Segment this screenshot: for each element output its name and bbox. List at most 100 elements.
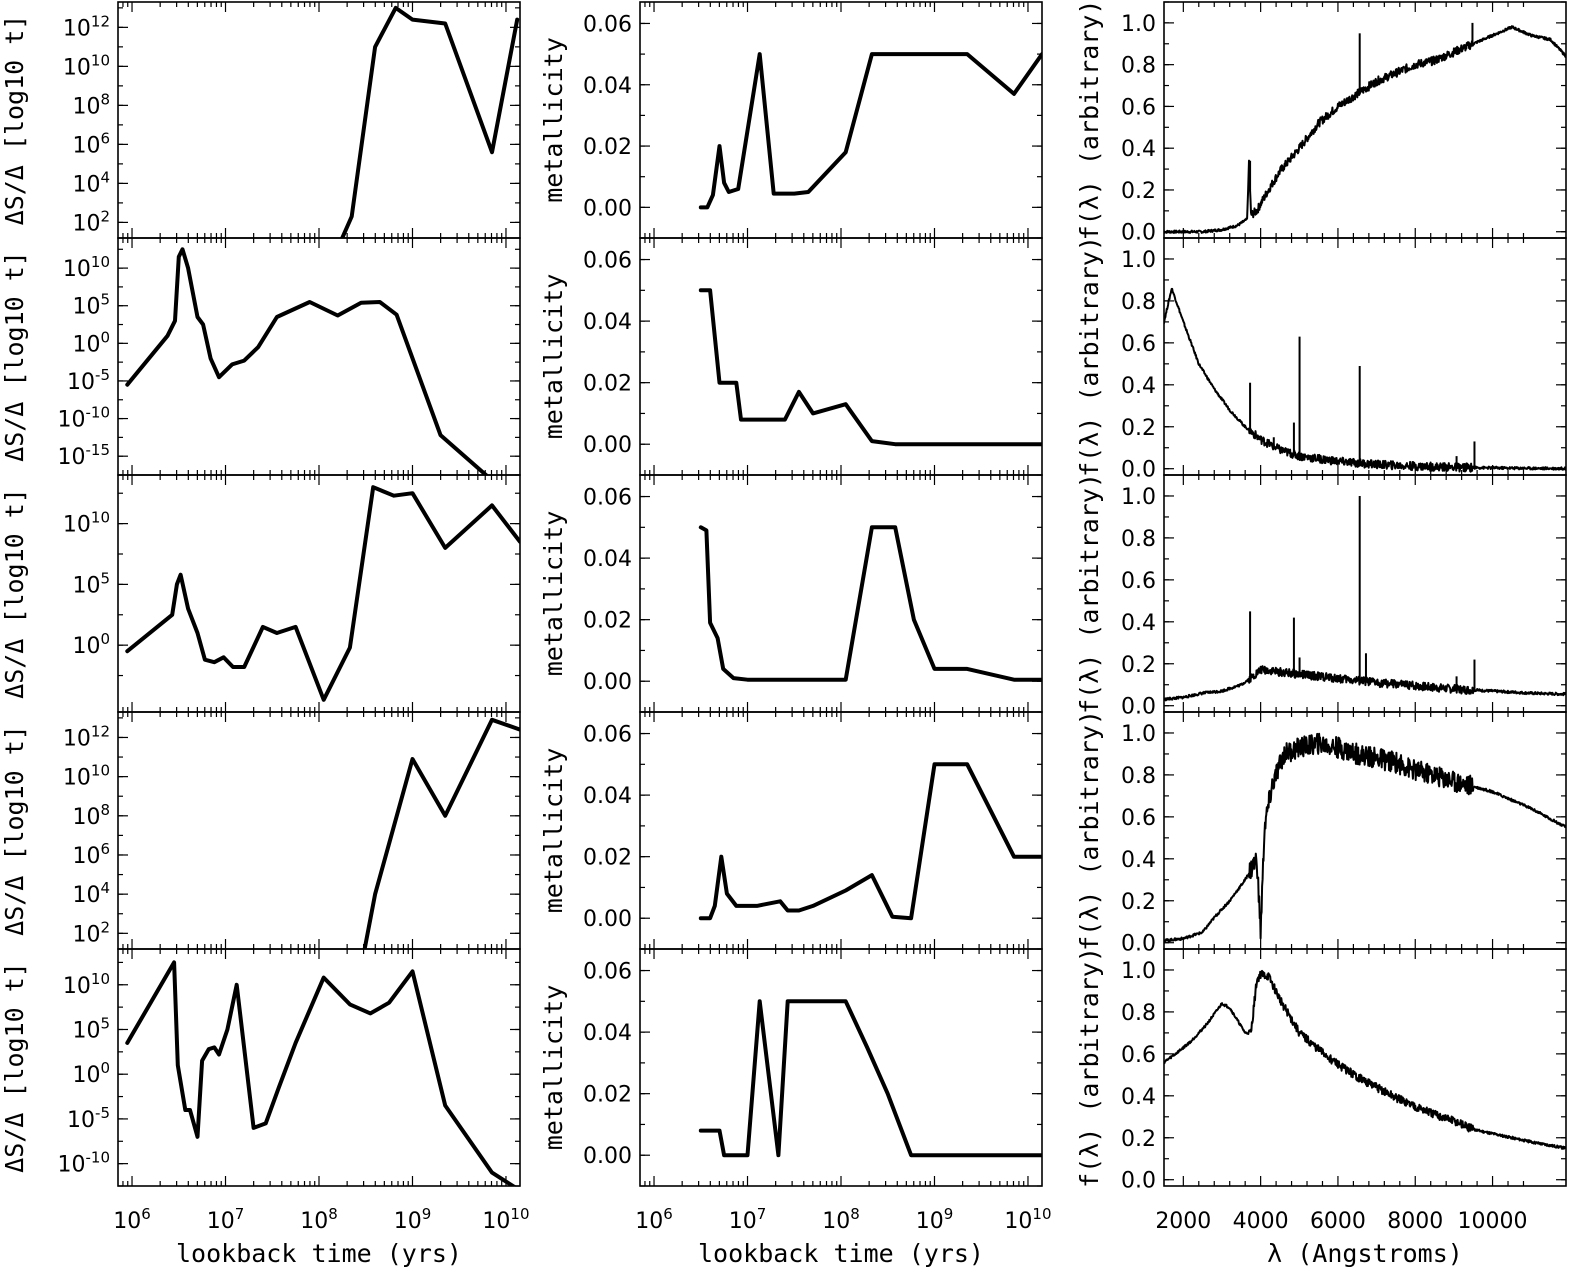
y-tick-label: 0.02 bbox=[583, 135, 632, 160]
panel-sfh-2: 10-15 10-10 10-5 100 105 1010 ΔS/Δ [log10 t] bbox=[0, 237, 521, 476]
x-tick-label: 107 bbox=[207, 1205, 245, 1234]
metallicity-line bbox=[698, 525, 1042, 682]
panel-met-5: 0.00 0.02 0.04 0.06 metallicity bbox=[539, 948, 1043, 1187]
sfh-line bbox=[125, 485, 520, 702]
y-tick-label: 100 bbox=[72, 328, 110, 357]
y-tick-label: 105 bbox=[72, 569, 110, 598]
panel-sfh-5: 10-10 10-5 100 105 1010 ΔS/Δ [log10 t] bbox=[0, 948, 521, 1187]
spectrum-line bbox=[1164, 665, 1566, 702]
y-tick-label: 0.4 bbox=[1121, 611, 1156, 636]
panel-sfh-4: 102 104 106 108 1010 1012 ΔS/Δ [log10 t] bbox=[0, 711, 521, 950]
axes-frame bbox=[1163, 948, 1567, 1187]
y-tick-label: 105 bbox=[72, 291, 110, 320]
y-tick-label: 0.6 bbox=[1121, 569, 1156, 594]
sfh-line bbox=[362, 717, 520, 949]
y-tick-label: 0.2 bbox=[1121, 179, 1156, 204]
y-axis-label: f(λ) (arbitrary) bbox=[1075, 0, 1104, 240]
y-tick-label: 0.00 bbox=[583, 907, 632, 932]
y-tick-label: 102 bbox=[72, 207, 110, 236]
y-tick-label: 0.8 bbox=[1121, 54, 1156, 79]
y-tick-label: 0.2 bbox=[1121, 1127, 1156, 1152]
x-axis-label: λ (Angstroms) bbox=[1267, 1239, 1463, 1268]
x-tick-label: 106 bbox=[635, 1205, 673, 1234]
y-axis-label: ΔS/Δ [log10 t] bbox=[0, 962, 29, 1173]
y-tick-label: 0.06 bbox=[583, 249, 632, 274]
y-tick-label: 0.0 bbox=[1121, 458, 1156, 483]
axes-frame bbox=[639, 237, 1043, 476]
y-tick-label: 0.6 bbox=[1121, 806, 1156, 831]
sfh-line bbox=[125, 960, 517, 1186]
y-tick-label: 1010 bbox=[63, 762, 110, 791]
panel-met-2: 0.00 0.02 0.04 0.06 metallicity bbox=[539, 237, 1043, 476]
spectrum-line bbox=[1164, 969, 1566, 1150]
y-tick-label: 10-10 bbox=[58, 1149, 111, 1178]
y-tick-label: 0.04 bbox=[583, 784, 632, 809]
x-tick-label: 10000 bbox=[1458, 1209, 1528, 1234]
x-tick-label: 6000 bbox=[1310, 1209, 1366, 1234]
y-tick-label: 0.8 bbox=[1121, 1001, 1156, 1026]
panel-met-4: 0.00 0.02 0.04 0.06 metallicity bbox=[539, 711, 1043, 950]
panel-spec-3: 0.0 0.2 0.4 0.6 0.8 1.0 f(λ) (arbitrary) bbox=[1075, 473, 1567, 720]
x-tick-label: 1010 bbox=[482, 1205, 529, 1234]
y-tick-label: 0.00 bbox=[583, 670, 632, 695]
y-tick-label: 0.04 bbox=[583, 547, 632, 572]
x-tick-label: 109 bbox=[394, 1205, 432, 1234]
y-tick-label: 0.4 bbox=[1121, 848, 1156, 873]
y-tick-label: 105 bbox=[72, 1014, 110, 1043]
y-tick-label: 1010 bbox=[63, 509, 110, 538]
panel-met-3: 0.00 0.02 0.04 0.06 metallicity bbox=[539, 474, 1043, 713]
y-axis-label: f(λ) (arbitrary) bbox=[1075, 473, 1104, 714]
y-tick-label: 0.00 bbox=[583, 196, 632, 221]
y-tick-label: 0.6 bbox=[1121, 95, 1156, 120]
y-axis-label: metallicity bbox=[539, 985, 568, 1151]
y-tick-label: 0.2 bbox=[1121, 890, 1156, 915]
axes-frame bbox=[117, 474, 521, 713]
y-tick-label: 102 bbox=[72, 918, 110, 947]
y-axis-label: metallicity bbox=[539, 37, 568, 203]
x-tick-label: 108 bbox=[300, 1205, 338, 1234]
x-tick-label: 8000 bbox=[1387, 1209, 1443, 1234]
y-tick-label: 0.04 bbox=[583, 310, 632, 335]
y-tick-label: 1.0 bbox=[1121, 959, 1156, 984]
y-tick-label: 10-15 bbox=[58, 441, 111, 470]
panel-spec-1: 0.0 0.2 0.4 0.6 0.8 1.0 f(λ) (arbitrary) bbox=[1075, 0, 1567, 246]
metallicity-line bbox=[698, 999, 1042, 1158]
y-tick-label: 100 bbox=[72, 630, 110, 659]
panel-spec-4: 0.0 0.2 0.4 0.6 0.8 1.0 f(λ) (arbitrary) bbox=[1075, 710, 1567, 957]
y-tick-label: 10-10 bbox=[58, 404, 111, 433]
spectrum-line bbox=[1164, 287, 1566, 473]
y-tick-label: 106 bbox=[72, 840, 110, 869]
x-tick-label: 107 bbox=[729, 1205, 767, 1234]
y-tick-label: 0.6 bbox=[1121, 1043, 1156, 1068]
y-tick-label: 106 bbox=[72, 129, 110, 158]
y-axis-label: ΔS/Δ [log10 t] bbox=[0, 15, 29, 226]
y-tick-label: 0.8 bbox=[1121, 527, 1156, 552]
axes-frame bbox=[1163, 1, 1567, 239]
axes-frame bbox=[117, 711, 521, 950]
metallicity-line bbox=[698, 52, 1042, 210]
panel-sfh-1: 102 104 106 108 1010 1012 ΔS/Δ [log10 t] bbox=[0, 1, 521, 239]
panel-met-1: 0.00 0.02 0.04 0.06 metallicity bbox=[539, 1, 1043, 239]
y-tick-label: 1012 bbox=[63, 12, 110, 41]
y-tick-label: 0.4 bbox=[1121, 1085, 1156, 1110]
sfh-line bbox=[125, 247, 489, 475]
y-tick-label: 1012 bbox=[63, 722, 110, 751]
y-tick-label: 0.06 bbox=[583, 723, 632, 748]
x-tick-label: 4000 bbox=[1233, 1209, 1289, 1234]
y-tick-label: 0.02 bbox=[583, 1083, 632, 1108]
y-tick-label: 108 bbox=[72, 90, 110, 119]
y-axis-label: f(λ) (arbitrary) bbox=[1075, 710, 1104, 951]
y-axis-label: metallicity bbox=[539, 511, 568, 677]
y-axis-label: f(λ) (arbitrary) bbox=[1075, 947, 1104, 1188]
y-tick-label: 0.0 bbox=[1121, 221, 1156, 246]
y-tick-label: 0.6 bbox=[1121, 332, 1156, 357]
y-tick-label: 0.4 bbox=[1121, 374, 1156, 399]
y-tick-label: 0.2 bbox=[1121, 416, 1156, 441]
y-tick-label: 0.00 bbox=[583, 1144, 632, 1169]
y-axis-label: f(λ) (arbitrary) bbox=[1075, 236, 1104, 477]
y-tick-label: 1010 bbox=[63, 253, 110, 282]
y-tick-label: 1010 bbox=[63, 970, 110, 999]
y-tick-label: 0.4 bbox=[1121, 137, 1156, 162]
panel-sfh-3: 100 105 1010 ΔS/Δ [log10 t] bbox=[0, 474, 521, 713]
